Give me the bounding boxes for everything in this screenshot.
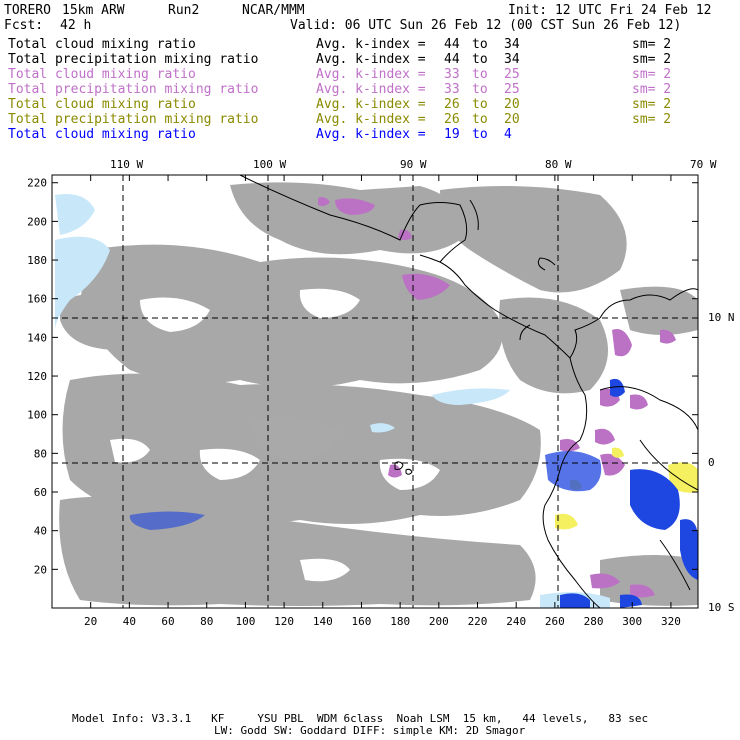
- legend-to: 4: [504, 127, 512, 142]
- cloud-field-purple: [318, 197, 676, 598]
- forecast-hours: 42 h: [60, 18, 92, 33]
- legend-field: Total precipitation mixing ratio: [8, 112, 259, 127]
- x-tick-label: 140: [313, 615, 333, 628]
- legend-from: 26: [444, 112, 460, 127]
- lat-label-10s: 10 S: [708, 601, 735, 614]
- y-tick-label: 60: [34, 486, 47, 499]
- graticule: [52, 175, 698, 608]
- y-tick-label: 140: [27, 331, 47, 344]
- x-tick-label: 180: [390, 615, 410, 628]
- lon-label-90w: 90 W: [400, 158, 427, 171]
- legend-to-word: to: [472, 127, 488, 142]
- x-tick-label: 40: [123, 615, 136, 628]
- legend-field: Total cloud mixing ratio: [8, 97, 196, 112]
- legend-smoothing: sm= 2: [632, 112, 672, 127]
- coastlines: [239, 175, 698, 608]
- y-tick-label: 160: [27, 293, 47, 306]
- footer-model-info: Model Info: V3.3.1 KF YSU PBL WDM 6class…: [72, 712, 649, 725]
- footer-physics-info: LW: Godd SW: Goddard DIFF: simple KM: 2D…: [214, 724, 526, 737]
- y-tick-label: 200: [27, 215, 47, 228]
- x-tick-label: 260: [545, 615, 565, 628]
- lon-label-110w: 110 W: [110, 158, 144, 171]
- legend-from: 44: [444, 52, 460, 67]
- legend-to: 25: [504, 82, 520, 97]
- x-tick-label: 220: [468, 615, 488, 628]
- model-org: NCAR/MMM: [242, 3, 305, 18]
- field-layers: [55, 175, 698, 608]
- axis-tick-labels: 20 40 60 80 100 120 140 160 180 200 220 240 260 280 30…: [27, 177, 681, 628]
- y-tick-label: 120: [27, 370, 47, 383]
- legend-to-word: to: [472, 97, 488, 112]
- legend-avg-label: Avg. k-index =: [316, 52, 426, 67]
- legend-to-word: to: [472, 82, 488, 97]
- legend-to-word: to: [472, 52, 488, 67]
- legend-avg-label: Avg. k-index =: [316, 82, 426, 97]
- legend-from: 19: [444, 127, 460, 142]
- y-tick-label: 100: [27, 409, 47, 422]
- legend-to: 34: [504, 52, 520, 67]
- legend-avg-label: Avg. k-index =: [316, 112, 426, 127]
- legend-field: Total cloud mixing ratio: [8, 127, 196, 142]
- valid-time: Valid: 06 UTC Sun 26 Feb 12 (00 CST Sun …: [290, 18, 682, 33]
- init-time: Init: 12 UTC Fri 24 Feb 12: [508, 3, 712, 18]
- x-tick-label: 320: [661, 615, 681, 628]
- x-tick-label: 60: [161, 615, 174, 628]
- legend-smoothing: sm= 2: [632, 97, 672, 112]
- x-tick-label: 240: [506, 615, 526, 628]
- lon-label-80w: 80 W: [545, 158, 572, 171]
- x-tick-label: 200: [429, 615, 449, 628]
- model-resolution: 15km ARW: [62, 3, 125, 18]
- legend-smoothing: sm= 2: [632, 37, 672, 52]
- legend-from: 33: [444, 82, 460, 97]
- x-tick-label: 120: [274, 615, 294, 628]
- legend-field: Total cloud mixing ratio: [8, 67, 196, 82]
- legend-smoothing: sm= 2: [632, 67, 672, 82]
- model-name: TORERO: [4, 3, 51, 18]
- legend-to: 25: [504, 67, 520, 82]
- x-tick-label: 300: [622, 615, 642, 628]
- legend-field: Total precipitation mixing ratio: [8, 52, 259, 67]
- cloud-field-gray: [59, 182, 698, 606]
- legend-avg-label: Avg. k-index =: [316, 97, 426, 112]
- legend-from: 44: [444, 37, 460, 52]
- legend-to: 20: [504, 112, 520, 127]
- y-tick-label: 80: [34, 447, 47, 460]
- y-tick-label: 20: [34, 563, 47, 576]
- axis-ticks: [52, 175, 698, 608]
- lat-label-0: 0: [708, 456, 715, 469]
- plot-frame: [51, 174, 699, 609]
- x-tick-label: 280: [584, 615, 604, 628]
- model-run: Run2: [168, 3, 200, 18]
- legend-field: Total cloud mixing ratio: [8, 37, 196, 52]
- y-tick-label: 220: [27, 177, 47, 190]
- cloud-field-blue: [129, 378, 698, 608]
- legend-avg-label: Avg. k-index =: [316, 37, 426, 52]
- legend-to: 34: [504, 37, 520, 52]
- legend-to-word: to: [472, 37, 488, 52]
- y-tick-label: 180: [27, 254, 47, 267]
- legend-from: 33: [444, 67, 460, 82]
- legend-to: 20: [504, 97, 520, 112]
- lon-label-100w: 100 W: [253, 158, 287, 171]
- x-tick-label: 20: [84, 615, 97, 628]
- forecast-label: Fcst:: [4, 18, 44, 33]
- lon-label-70w: 70 W: [690, 158, 717, 171]
- legend-smoothing: sm= 2: [632, 52, 672, 67]
- x-tick-label: 80: [200, 615, 213, 628]
- legend-to-word: to: [472, 67, 488, 82]
- y-tick-label: 40: [34, 525, 47, 538]
- x-tick-label: 160: [352, 615, 372, 628]
- legend-field: Total precipitation mixing ratio: [8, 82, 259, 97]
- legend-to-word: to: [472, 112, 488, 127]
- legend-avg-label: Avg. k-index =: [316, 127, 426, 142]
- x-tick-label: 100: [235, 615, 255, 628]
- lat-label-10n: 10 N: [708, 311, 735, 324]
- legend-avg-label: Avg. k-index =: [316, 67, 426, 82]
- legend-smoothing: sm= 2: [632, 82, 672, 97]
- legend-from: 26: [444, 97, 460, 112]
